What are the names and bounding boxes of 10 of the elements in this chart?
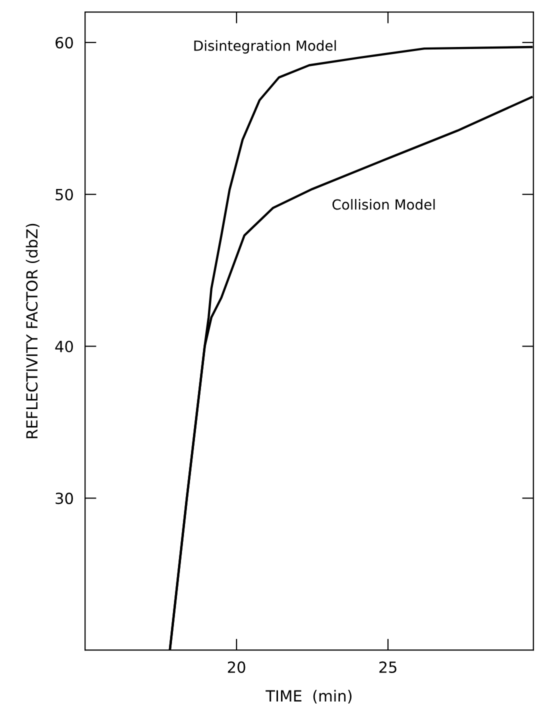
y-tick-label: 30 bbox=[56, 492, 73, 504]
x-tick-label: 25 bbox=[379, 661, 396, 673]
x-axis-title: TIME (min) bbox=[266, 690, 352, 704]
y-tick-label: 60 bbox=[56, 36, 73, 49]
y-tick-label: 50 bbox=[56, 188, 73, 200]
y-axis-title: REFLECTIVITY FACTOR (dbZ) bbox=[26, 224, 40, 438]
series-label: Collision Model bbox=[332, 199, 435, 210]
y-tick-label: 40 bbox=[55, 340, 73, 352]
series-label: Disintegration Model bbox=[194, 40, 336, 54]
x-tick-label: 20 bbox=[228, 661, 246, 673]
